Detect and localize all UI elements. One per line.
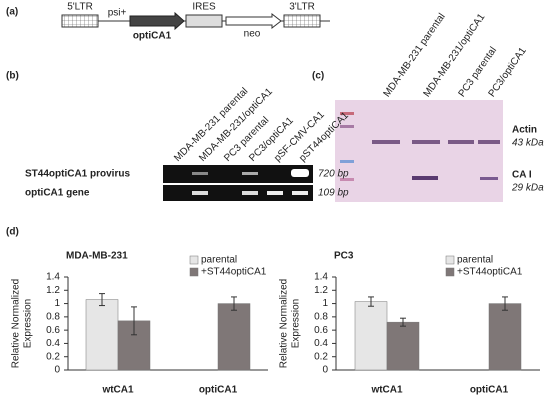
gene-label: optiCA1 [133, 31, 172, 42]
blot-band [412, 176, 438, 180]
y-axis-label: Relative Normalized [11, 279, 22, 368]
y-axis-label: Expression [23, 299, 34, 348]
ltr-box [61, 14, 99, 28]
ladder-band [340, 178, 354, 181]
marker-label: Actin [512, 125, 537, 136]
bar [488, 303, 522, 371]
x-tick-label: optiCA1 [199, 385, 238, 396]
legend-label: parental [457, 255, 493, 266]
panel-label: (d) [6, 227, 19, 238]
error-bar [231, 296, 237, 311]
size-label: 109 bp [318, 188, 349, 199]
legend-swatch [189, 255, 199, 265]
y-tick-label: 0 [54, 365, 60, 376]
panel-label: (a) [6, 7, 18, 18]
blot-band [448, 140, 474, 144]
y-tick-label: 1.2 [314, 285, 328, 296]
ires-box [185, 14, 223, 28]
gel-band [192, 191, 208, 195]
blot-band [372, 140, 400, 144]
row-label: ST44optiCA1 provirus [25, 169, 130, 180]
panel-label: (b) [6, 71, 19, 82]
legend-swatch [445, 255, 455, 265]
y-tick-label: 1 [322, 298, 328, 309]
row-label: optiCA1 gene [25, 188, 90, 199]
gene-arrow [129, 11, 185, 31]
blot-band [412, 140, 440, 144]
gel-band [242, 191, 258, 195]
y-tick-label: 1 [54, 298, 60, 309]
ladder-band [340, 125, 354, 128]
bar [85, 299, 119, 371]
bar [386, 321, 420, 371]
y-tick-label: 0 [322, 365, 328, 376]
error-bar [400, 317, 406, 327]
ladder-band [340, 112, 354, 115]
chart-title: MDA-MB-231 [66, 251, 128, 262]
bar [217, 303, 251, 371]
ltr-label: 5'LTR [67, 2, 93, 13]
legend-label: parental [201, 255, 237, 266]
error-bar [502, 296, 508, 311]
y-tick-label: 0.8 [46, 311, 60, 322]
y-tick-label: 1.4 [314, 272, 328, 283]
psi-label: psi+ [108, 8, 127, 19]
blot-band [478, 140, 500, 144]
legend-label: +ST44optiCA1 [201, 267, 267, 278]
error-bar [99, 293, 105, 307]
neo-label: neo [244, 29, 261, 40]
marker-label: CA I [512, 170, 532, 181]
ltr-label: 3'LTR [289, 2, 315, 13]
ires-label: IRES [192, 2, 216, 13]
x-tick-label: wtCA1 [370, 385, 403, 396]
chart-title: PC3 [334, 251, 354, 262]
construct: 5'LTR psi+ optiCA1 IRES neo 3'LTR [61, 2, 330, 42]
y-tick-label: 1.2 [46, 285, 60, 296]
blot-image [335, 100, 503, 202]
x-tick-label: optiCA1 [470, 385, 509, 396]
y-tick-label: 1.4 [46, 272, 60, 283]
blot [335, 100, 503, 202]
error-bar [131, 306, 137, 336]
y-tick-label: 0.8 [314, 311, 328, 322]
y-tick-label: 0.6 [314, 325, 328, 336]
neo-arrow [225, 12, 282, 30]
gel-image [163, 185, 313, 201]
ltr-box [283, 14, 321, 28]
y-axis-label: Expression [291, 299, 302, 348]
error-bar [368, 296, 374, 307]
gel-band [291, 169, 309, 177]
blot-band [480, 177, 498, 180]
gel-band [292, 191, 308, 195]
bar [354, 301, 388, 371]
panel-label: (c) [312, 71, 324, 82]
gel-band [192, 172, 208, 175]
marker-size: 29 kDa [511, 183, 544, 194]
gel-band [267, 191, 283, 195]
marker-size: 43 kDa [512, 138, 544, 149]
gel-image [163, 165, 313, 183]
x-tick-label: wtCA1 [101, 385, 134, 396]
size-label: 720 bp [318, 169, 349, 180]
y-tick-label: 0.4 [46, 338, 60, 349]
ladder-band [340, 160, 354, 163]
gel [163, 165, 313, 201]
legend-swatch [445, 267, 455, 277]
y-tick-label: 0.6 [46, 325, 60, 336]
y-tick-label: 0.2 [46, 351, 60, 362]
gel-band [242, 172, 258, 175]
legend-label: +ST44optiCA1 [457, 267, 523, 278]
legend-swatch [189, 267, 199, 277]
y-tick-label: 0.4 [314, 338, 328, 349]
y-axis-label: Relative Normalized [279, 279, 290, 368]
y-tick-label: 0.2 [314, 351, 328, 362]
